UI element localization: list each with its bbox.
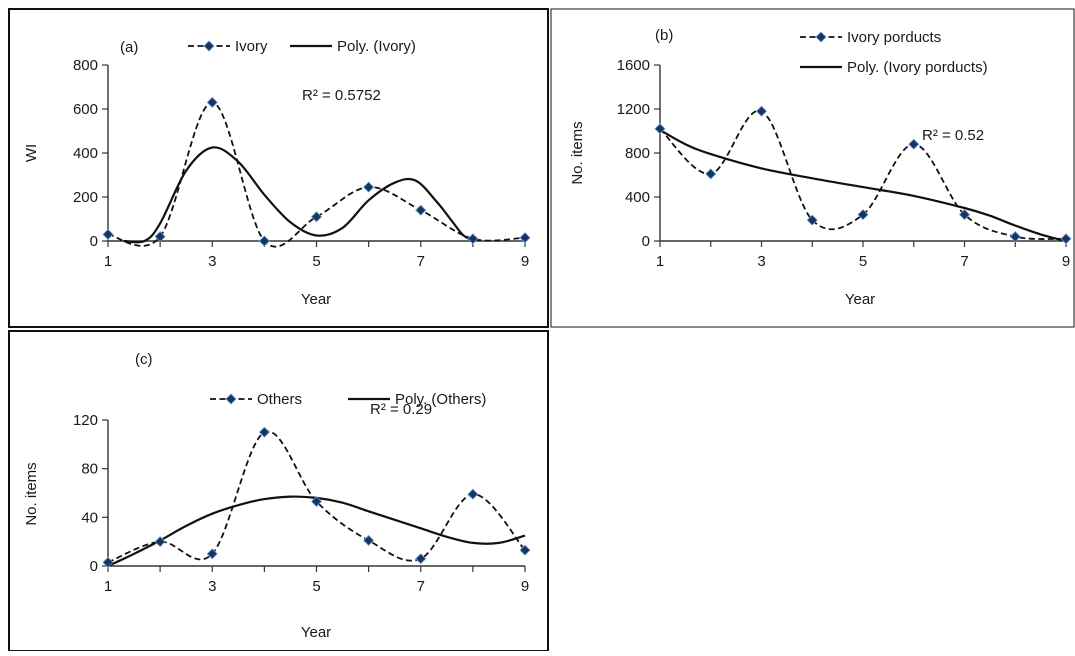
panel-b-legend-ivory-marker <box>815 31 827 43</box>
panel-a-legend-ivory-marker <box>203 40 215 52</box>
panel-a-legend-poly-label: Poly. (Ivory) <box>337 38 416 55</box>
panel-b-trendline-layer <box>659 128 1067 243</box>
panel-b-data-point <box>755 105 768 117</box>
panel-a-trendline <box>123 146 474 244</box>
panel-c-data-point <box>102 556 114 568</box>
panel-a-y-tick-label: 600 <box>73 101 98 118</box>
panel-a-legend-ivory-label: Ivory <box>235 38 268 55</box>
panel-a-ylabel: WI <box>23 144 40 162</box>
panel-b-data-point <box>705 168 717 180</box>
panel-b-r-squared: R² = 0.52 <box>922 127 984 144</box>
panel-b-ylabel: No. items <box>569 121 586 184</box>
panel-a-y-tick-label: 200 <box>73 189 98 206</box>
panel-b-legend: Ivory porducts Poly. (Ivory porducts) <box>800 29 988 76</box>
panel-a-trendline-layer <box>123 146 474 244</box>
panel-b-y-tick-label: 400 <box>625 189 650 206</box>
panel-c-data-point <box>258 426 270 438</box>
panel-b-data-point <box>1060 233 1072 245</box>
panel-b-y-tick-label: 800 <box>625 145 650 162</box>
panel-b-x-tick-label: 3 <box>757 253 765 270</box>
panel-a-data-point <box>206 96 218 108</box>
panel-b-data-point <box>857 209 869 221</box>
panel-a-legend: Ivory Poly. (Ivory) <box>188 38 416 55</box>
panel-b-legend-poly-label: Poly. (Ivory porducts) <box>847 59 988 76</box>
panel-c-data-point <box>467 488 479 500</box>
panel-a-data-point <box>467 233 479 245</box>
panel-b-axes: 0 400 800 1200 1600 1 3 5 7 9 <box>617 57 1071 270</box>
panel-b-data-point <box>958 209 971 221</box>
panel-a-data-point <box>415 204 427 216</box>
panel-c-data-point <box>310 495 323 508</box>
panel-a-x-tick-label: 7 <box>417 253 425 270</box>
panel-b-observed-layer <box>654 105 1072 245</box>
panel-c-label: (c) <box>135 351 153 368</box>
panel-b-data-point <box>654 123 666 135</box>
panel-c-data-point <box>519 544 531 556</box>
panel-a-y-tick-label: 800 <box>73 57 98 74</box>
panel-a-x-tick-label: 9 <box>521 253 529 270</box>
panel-c-data-point <box>415 553 427 565</box>
panel-b-y-tick-label: 1200 <box>617 101 650 118</box>
panel-c-y-tick-label: 120 <box>73 412 98 429</box>
chart-panel-c: 0 40 80 120 1 3 5 7 9 (c) Year No. items R² = 0.… <box>23 351 531 641</box>
panel-c-x-tick-label: 1 <box>104 578 112 595</box>
panel-b-data-point <box>908 138 920 150</box>
panel-a-x-tick-label: 1 <box>104 253 112 270</box>
panel-a-data-point <box>102 228 114 240</box>
panel-c-y-tick-label: 0 <box>90 558 98 575</box>
panel-a-y-tick-label: 0 <box>90 233 98 250</box>
panel-c-axes: 0 40 80 120 1 3 5 7 9 <box>73 412 529 595</box>
panel-b-y-tick-label: 0 <box>642 233 650 250</box>
panel-c-xlabel: Year <box>301 624 331 641</box>
panel-c-data-point <box>154 536 166 548</box>
panel-a-observed-line <box>107 101 526 248</box>
panel-c-legend-others-marker <box>225 393 237 405</box>
panel-b-data-point <box>806 214 818 226</box>
panel-b-trendline <box>659 128 1067 243</box>
panel-a-frame <box>8 8 549 328</box>
chart-panel-a: 0 200 400 600 800 1 3 5 7 9 (a) Year WI R² = 0.57… <box>23 38 531 308</box>
panel-b-x-tick-label: 5 <box>859 253 867 270</box>
panel-c-ylabel: No. items <box>23 462 40 525</box>
panel-c-frame <box>8 330 549 652</box>
panel-b-y-tick-label: 1600 <box>617 57 650 74</box>
panel-c-x-tick-label: 5 <box>312 578 320 595</box>
panel-a-data-point <box>310 211 323 223</box>
panel-c-r-squared: R² = 0.29 <box>370 401 432 418</box>
panel-c-y-tick-label: 40 <box>81 509 98 526</box>
panel-b-x-tick-label: 9 <box>1062 253 1070 270</box>
panel-c-legend-others-label: Others <box>257 391 302 408</box>
panel-b-label: (b) <box>655 27 673 44</box>
panel-a-r-squared: R² = 0.5752 <box>302 87 381 104</box>
panel-a-data-point <box>519 232 531 244</box>
panel-a-x-tick-label: 5 <box>312 253 320 270</box>
panel-a-label: (a) <box>120 39 138 56</box>
panel-a-axes: 0 200 400 600 800 1 3 5 7 9 <box>73 57 529 270</box>
panel-c-data-point <box>363 534 375 547</box>
panel-b-data-point <box>1009 231 1021 243</box>
panel-c-y-tick-label: 80 <box>81 461 98 478</box>
panel-c-observed-layer <box>102 426 531 568</box>
panel-a-observed-layer <box>102 96 531 248</box>
panel-c-x-tick-label: 3 <box>208 578 216 595</box>
panel-a-x-tick-label: 3 <box>208 253 216 270</box>
panel-b-observed-line <box>659 109 1067 240</box>
panel-a-xlabel: Year <box>301 291 331 308</box>
panel-a-data-point <box>258 235 270 247</box>
panel-c-data-point <box>206 548 218 560</box>
panel-b-x-tick-label: 1 <box>656 253 664 270</box>
panel-b-frame <box>550 8 1075 328</box>
panel-a-y-tick-label: 400 <box>73 145 98 162</box>
panel-b-x-tick-label: 7 <box>960 253 968 270</box>
panel-c-legend: Others Poly. (Others) <box>210 391 486 408</box>
panel-b-legend-ivory-label: Ivory porducts <box>847 29 941 46</box>
panel-c-x-tick-label: 9 <box>521 578 529 595</box>
panel-b-xlabel: Year <box>845 291 875 308</box>
panel-c-x-tick-label: 7 <box>417 578 425 595</box>
panel-c-legend-poly-label: Poly. (Others) <box>395 391 486 408</box>
panel-a-data-point <box>154 231 166 243</box>
panel-a-data-point <box>363 181 375 193</box>
